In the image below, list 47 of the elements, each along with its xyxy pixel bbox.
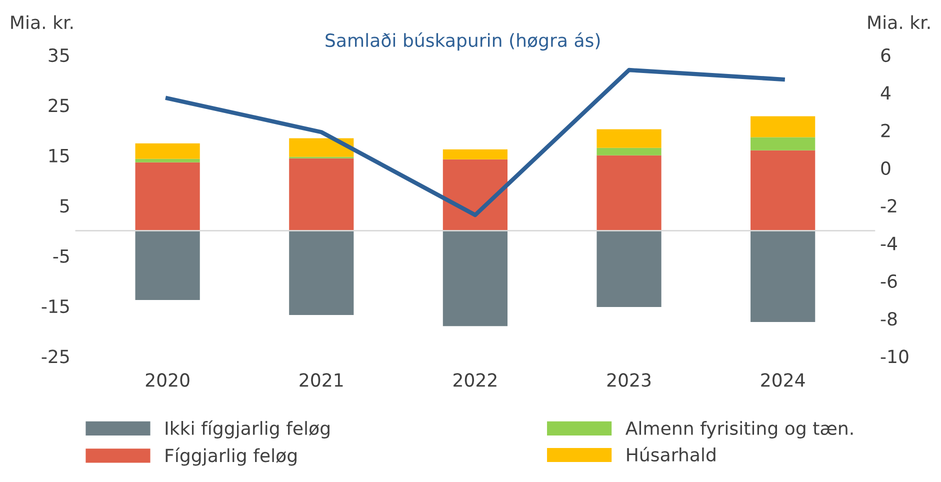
y2-tick-label: -4 [880,236,897,250]
bar [750,137,816,150]
bar [289,138,354,157]
bar [135,230,200,300]
bar [289,158,354,231]
x-tick-label: 2020 [146,373,190,387]
legend-label: Ikki fíggjarlig feløg [166,420,330,439]
bar [596,230,662,307]
legend-label: Fíggjarlig feløg [166,448,296,466]
legend-label: Húsarhald [627,446,716,462]
y-axis-title: Mia. kr. [11,15,73,30]
legend-label: Almenn fyrisiting og tæn. [625,421,853,439]
bar [596,155,662,231]
bar [135,143,200,159]
y2-tick-label: 2 [881,124,890,138]
y-tick-label: 25 [48,98,69,112]
bar [289,230,354,316]
bar [442,149,508,160]
line-series [165,68,785,218]
y-tick-label: -5 [53,249,69,263]
y2-tick-label: -8 [880,312,897,326]
y2-tick-label: -10 [880,350,908,364]
y-tick-label: 15 [49,149,69,162]
bar [442,230,508,326]
bar [442,159,508,231]
y2-axis-title: Mia. kr. [868,15,930,30]
y-tick-label: -15 [42,300,69,314]
x-tick-label: 2023 [607,373,651,387]
x-tick-label: 2024 [761,373,805,387]
y2-tick-label: -2 [880,199,896,212]
y-tick-label: -25 [42,350,69,364]
bar [596,148,662,156]
y2-tick-label: -6 [880,274,897,288]
y-tick-label: 35 [48,48,69,62]
bar [750,150,816,231]
bar [750,230,816,322]
bar [135,162,200,231]
x-tick-label: 2022 [454,373,496,387]
series-label: Samlaði búskapurin (høgra ás) [326,32,600,51]
bar [135,158,200,162]
y2-tick-label: 6 [881,48,890,62]
y-tick-label: 5 [60,199,69,213]
bar [750,116,816,138]
x-tick-label: 2021 [300,373,343,387]
bar [596,129,662,148]
y2-tick-label: 4 [880,86,890,100]
y2-tick-label: 0 [881,161,890,176]
